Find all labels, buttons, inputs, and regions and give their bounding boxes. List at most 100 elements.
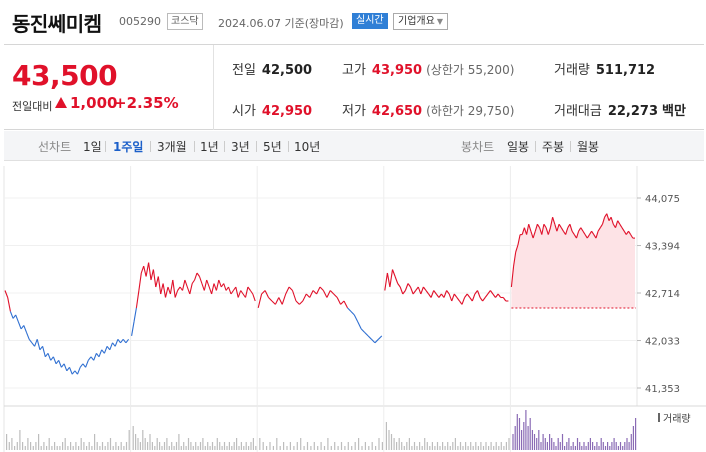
price-segment: [106, 345, 111, 351]
price-segment: [42, 346, 46, 357]
volume-bar: [48, 438, 50, 450]
volume-bar: [35, 442, 37, 450]
price-segment: [440, 293, 445, 298]
price-segment: [397, 283, 401, 288]
price-segment: [227, 286, 232, 295]
price-segment: [597, 227, 601, 232]
volume-bar: [6, 434, 8, 450]
price-segment: [155, 276, 159, 288]
volume-bar: [442, 442, 444, 450]
volume-bar: [495, 442, 497, 450]
price-segment: [291, 290, 297, 302]
volume-bar: [388, 430, 390, 450]
volume-bar: [30, 442, 32, 450]
volume-bar: [493, 446, 495, 450]
price-segment: [164, 286, 169, 298]
volume-bar: [269, 442, 271, 450]
period-3y[interactable]: 3년: [231, 140, 250, 154]
volume-bar: [303, 446, 305, 450]
price-segment: [569, 224, 573, 232]
period-3m[interactable]: 3개월: [157, 140, 187, 154]
price-segment: [497, 293, 502, 298]
price-segment: [174, 290, 179, 298]
price-segment: [456, 297, 460, 302]
price-segment: [466, 293, 471, 298]
price-segment: [384, 272, 388, 291]
volume-bar: [94, 434, 96, 450]
current-price-box: 43,500 전일대비 1,000 +2.35%: [4, 45, 214, 130]
volume-bar: [635, 418, 637, 450]
volume-bar: [403, 446, 405, 450]
volume-bar: [544, 438, 546, 450]
price-segment: [560, 227, 564, 232]
volume-bar: [8, 442, 10, 450]
candle-weekly[interactable]: 주봉: [542, 140, 565, 154]
volume-bar: [67, 446, 69, 450]
volume-bar: [459, 442, 462, 450]
period-1w[interactable]: 1주일: [113, 140, 144, 154]
volume-bar: [300, 438, 302, 450]
price-segment: [177, 286, 181, 291]
price-segment: [71, 370, 76, 375]
price-segment: [157, 276, 162, 295]
price-chart: 44,075 43,394 42,714 42,033 41,353 거래량: [3, 166, 706, 452]
price-segment: [184, 279, 188, 288]
volume-bar: [125, 442, 128, 450]
price-segment: [44, 352, 49, 358]
volume-bar: [279, 446, 281, 450]
volume-bar: [351, 446, 353, 450]
price-segment: [316, 286, 321, 295]
volume-bar: [11, 438, 13, 450]
volume-bar: [245, 442, 247, 450]
volume-bar: [536, 438, 538, 450]
price-segment: [554, 224, 558, 232]
price-segment: [322, 290, 328, 298]
volume-bar: [533, 434, 536, 450]
price-segment: [425, 290, 430, 295]
price-segment: [225, 286, 229, 291]
realtime-button[interactable]: 실시간: [352, 13, 388, 29]
candle-daily[interactable]: 일봉: [507, 140, 530, 154]
price-segment: [580, 227, 584, 232]
period-1d[interactable]: 1일: [83, 140, 102, 154]
company-info-dropdown[interactable]: 기업개요 ▼: [393, 13, 448, 30]
volume-bar: [142, 430, 144, 450]
price-segment: [578, 227, 582, 232]
volume-bar: [628, 442, 630, 450]
chevron-down-icon: ▼: [436, 17, 443, 26]
price-segment: [215, 279, 220, 291]
candle-chart-title: 봉차트: [461, 140, 495, 154]
price-segment: [196, 272, 200, 277]
price-segment: [85, 360, 89, 368]
period-10y[interactable]: 10년: [294, 140, 321, 154]
period-1y[interactable]: 1년: [200, 140, 219, 154]
volume-bar: [434, 446, 436, 450]
price-segment: [52, 356, 57, 364]
volume-bar: [470, 442, 472, 450]
price-segment: [623, 230, 627, 235]
volume-bar: [521, 430, 523, 450]
price-segment: [482, 297, 486, 302]
price-segment: [143, 265, 147, 277]
volume-bar: [86, 446, 88, 450]
price-segment: [309, 290, 314, 298]
volume-bar: [62, 442, 64, 450]
volume-bar: [70, 442, 72, 450]
volume-bar: [313, 442, 315, 450]
volume-bar: [243, 446, 245, 450]
price-segment: [601, 217, 606, 225]
price-segment: [58, 360, 62, 368]
price-segment: [532, 231, 536, 239]
candle-monthly[interactable]: 월봉: [577, 140, 600, 154]
volume-bar: [132, 426, 134, 450]
price-segment: [443, 290, 448, 298]
price-segment: [162, 283, 167, 298]
volume-bar: [64, 438, 66, 450]
volume-bar: [259, 438, 261, 450]
price-segment: [539, 227, 543, 235]
volume-bar: [505, 442, 507, 450]
volume-bar: [154, 446, 156, 450]
period-5y[interactable]: 5년: [263, 140, 282, 154]
volume-bar: [340, 442, 343, 450]
price-segment: [617, 220, 621, 225]
